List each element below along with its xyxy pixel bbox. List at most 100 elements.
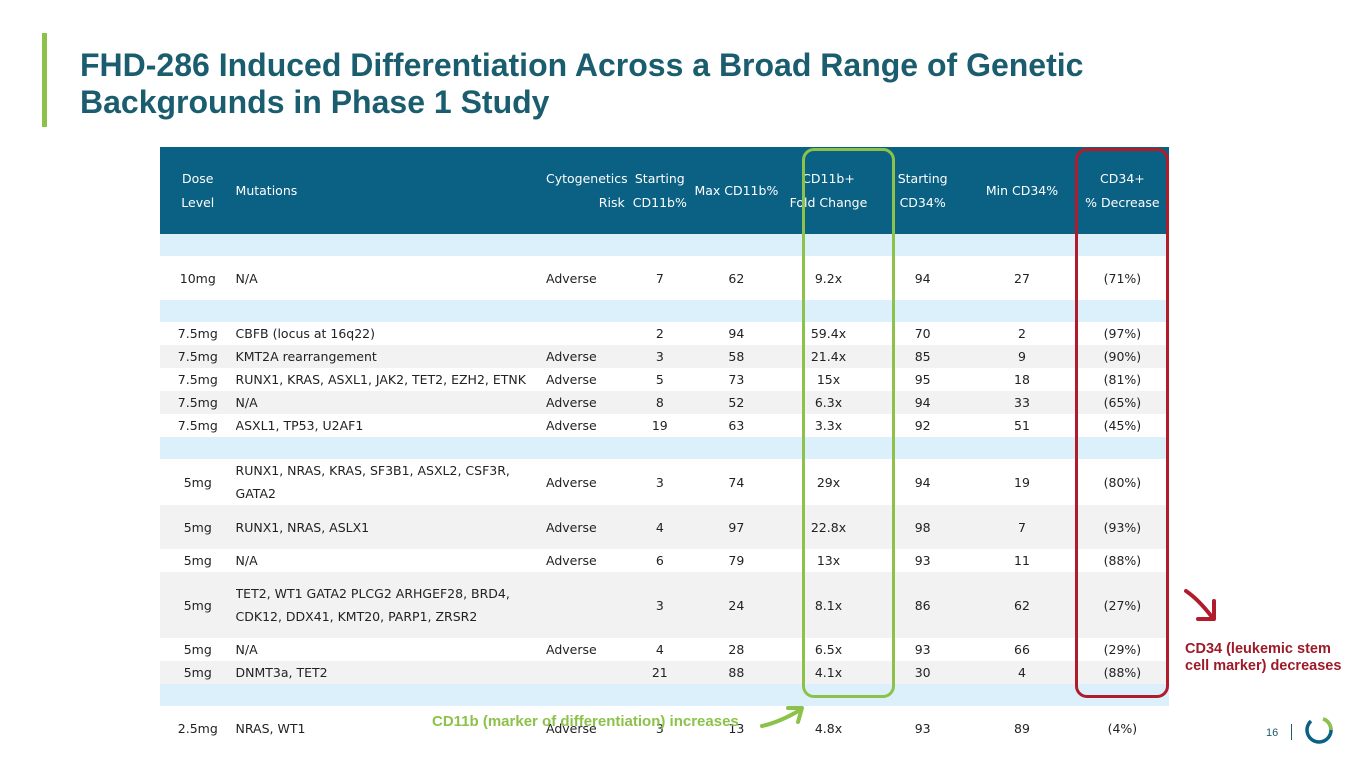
cell-max-cd11b: 63 [692,414,780,437]
cell-cyto: Adverse [545,256,627,300]
cell-mutations: RUNX1, NRAS, ASLX1 [235,505,546,549]
cell-start-cd11b: 6 [626,549,693,572]
cell-max-cd11b: 97 [692,505,780,549]
header-sc-line2: CD11b% [632,194,687,210]
table-row: 7.5mg ASXL1, TP53, U2AF1 Adverse 19 63 3.3x 92… [160,414,1169,437]
cell-start-cd11b: 4 [626,638,693,661]
cell-min-cd34: 89 [968,706,1076,750]
cell-max-cd11b: 73 [692,368,780,391]
cell-min-cd34: 2 [968,322,1076,345]
cell-mutations: CBFB (locus at 16q22) [235,322,546,345]
cell-cyto: Adverse [545,706,627,750]
cell-start-cd11b: 2 [626,322,693,345]
cd11b-fold-highlight [802,148,895,698]
cell-min-cd34: 33 [968,391,1076,414]
cell-cyto: Adverse [545,459,627,505]
cell-min-cd34: 19 [968,459,1076,505]
cell-decrease: (90%) [1075,345,1169,368]
cell-max-cd11b: 79 [692,549,780,572]
cell-mutations: N/A [235,638,546,661]
table-row: 2.5mg NRAS, WT1 Adverse 3 13 4.8x 93 89 (4%) [160,706,1169,750]
group-spacer-row [160,684,1169,706]
spacer-cell [692,234,780,256]
header-cytogenetics-risk: Cytogenetics Risk [545,147,628,234]
cell-decrease: (88%) [1075,549,1169,572]
cell-mutations: DNMT3a, TET2 [235,661,546,684]
cell-max-cd11b: 88 [692,661,780,684]
slide-title: FHD-286 Induced Differentiation Across a… [80,47,1084,120]
cell-min-cd34: 9 [968,345,1076,368]
cell-start-cd34: 94 [877,391,969,414]
cell-start-cd11b: 5 [626,368,693,391]
cell-min-cd34: 4 [968,661,1076,684]
spacer-cell [160,437,236,459]
cell-min-cd34: 51 [968,414,1076,437]
spacer-cell [545,684,627,706]
cd11b-annotation: CD11b (marker of differentiation) increa… [432,713,739,730]
spacer-cell [877,234,969,256]
cell-min-cd34: 7 [968,505,1076,549]
cell-start-cd11b: 3 [626,345,693,368]
spacer-cell [1075,300,1169,322]
header-mutations: Mutations [235,147,546,234]
cell-dose: 5mg [160,572,236,638]
header-dose-level: Dose Level [160,147,236,234]
footer-divider [1291,724,1292,740]
header-fold-line2: Fold Change [789,194,868,210]
cell-mutations: N/A [235,391,546,414]
cell-decrease: (29%) [1075,638,1169,661]
cell-start-cd11b: 3 [626,706,693,750]
cell-dose: 5mg [160,638,236,661]
cell-mutations: KMT2A rearrangement [235,345,546,368]
cell-max-cd11b: 58 [692,345,780,368]
cell-decrease: (80%) [1075,459,1169,505]
cell-start-cd34: 93 [877,638,969,661]
cell-dose: 7.5mg [160,414,236,437]
spacer-cell [545,234,627,256]
cell-cyto: Adverse [545,345,627,368]
spacer-cell [626,300,693,322]
cell-cyto [545,661,627,684]
cell-fold: 29x [779,459,878,505]
cell-min-cd34: 66 [968,638,1076,661]
spacer-cell [692,437,780,459]
cell-max-cd11b: 13 [692,706,780,750]
header-s34-line2: CD34% [899,194,946,210]
cd34-decrease-highlight [1075,148,1169,698]
cell-mutations: RUNX1, NRAS, KRAS, SF3B1, ASXL2, CSF3R, … [235,459,546,505]
cell-fold: 8.1x [779,572,878,638]
table-row: 7.5mg RUNX1, KRAS, ASXL1, JAK2, TET2, EZH… [160,368,1169,391]
red-arrow-icon [1184,589,1216,621]
cell-decrease: (27%) [1075,572,1169,638]
table-row: 5mg RUNX1, NRAS, ASLX1 Adverse 4 97 22.8x 98 7(… [160,505,1169,549]
cell-cyto: Adverse [545,368,627,391]
title-accent-bar [42,33,47,127]
header-dose-line2: Level [181,194,215,210]
cell-cyto: Adverse [545,414,627,437]
spacer-cell [968,437,1076,459]
spacer-cell [1075,437,1169,459]
cell-min-cd34: 18 [968,368,1076,391]
cell-start-cd34: 93 [877,549,969,572]
cell-start-cd34: 30 [877,661,969,684]
table-header-row: Dose Level Mutations Cytogenetics Risk Sta… [160,147,1169,234]
table-row: 5mg RUNX1, NRAS, KRAS, SF3B1, ASXL2, CSF3… [160,459,1169,505]
spacer-cell [968,234,1076,256]
cell-decrease: (81%) [1075,368,1169,391]
cell-mutations: N/A [235,256,546,300]
spacer-cell [235,234,546,256]
cell-start-cd11b: 4 [626,505,693,549]
spacer-cell [545,437,627,459]
header-starting-cd11b: Starting CD11b% [626,147,693,234]
spacer-cell [877,300,969,322]
cell-start-cd11b: 3 [626,572,693,638]
group-spacer-row [160,300,1169,322]
results-table: Dose Level Mutations Cytogenetics Risk Sta… [160,147,1169,750]
cell-decrease: (97%) [1075,322,1169,345]
table-row: 5mg DNMT3a, TET2 21 88 4.1x 30 4 (88%) [160,661,1169,684]
header-max-cd11b: Max CD11b% [692,147,780,234]
cell-max-cd11b: 74 [692,459,780,505]
header-cyto-line1: Cytogenetics [545,170,628,186]
table-row: 7.5mg N/A Adverse 8 52 6.3x 94 33 (65%) [160,391,1169,414]
spacer-cell [968,300,1076,322]
